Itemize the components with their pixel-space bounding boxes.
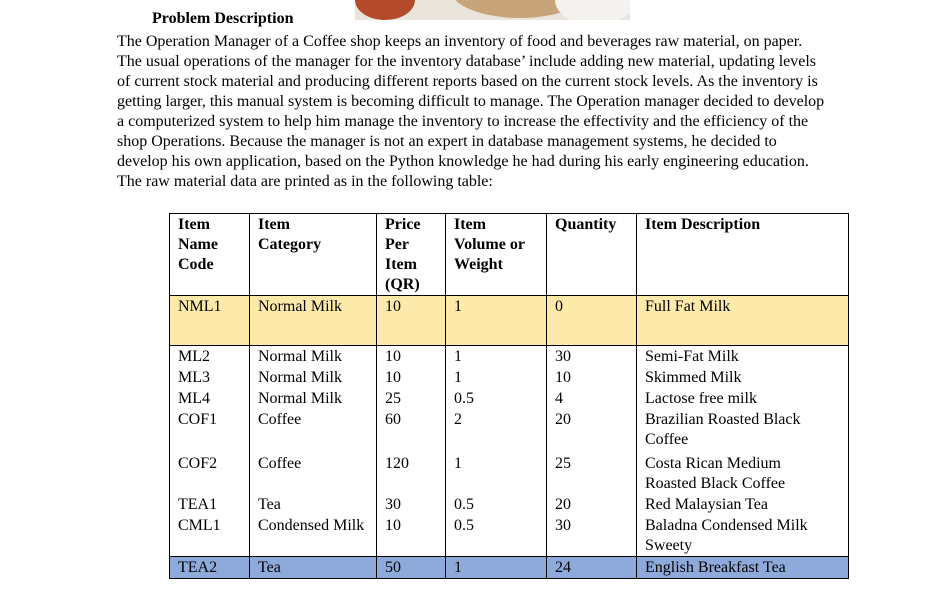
table-cell: Skimmed Milk bbox=[636, 367, 849, 388]
header-line: (QR) bbox=[385, 276, 420, 293]
header-line: Weight bbox=[454, 256, 503, 273]
table-row: TEA1 Tea 30 0.5 20 Red Malaysian Tea bbox=[169, 494, 849, 515]
table-cell: TEA1 bbox=[169, 494, 250, 515]
table-cell: 20 bbox=[546, 494, 637, 515]
table-cell: COF1 bbox=[169, 409, 250, 453]
table-row: CML1 Condensed Milk 10 0.5 30 Baladna Condens… bbox=[169, 515, 849, 557]
table-cell: 25 bbox=[376, 388, 446, 409]
header-cell: Quantity bbox=[546, 213, 637, 296]
header-line: Per bbox=[385, 236, 409, 253]
table-row: COF2 Coffee 120 1 25 Costa Rican Medium Roast… bbox=[169, 453, 849, 494]
table-cell: 0.5 bbox=[445, 515, 547, 557]
table-cell: Brazilian Roasted Black Coffee bbox=[636, 409, 849, 453]
table-cell: 10 bbox=[546, 367, 637, 388]
inventory-table: Item Name Code Item Category Price Per Item (QR)… bbox=[169, 213, 849, 579]
photo bbox=[355, 0, 630, 20]
table-cell: Lactose free milk bbox=[636, 388, 849, 409]
table-cell: 1 bbox=[445, 556, 547, 579]
paragraph-line: The Operation Manager of a Coffee shop k… bbox=[117, 33, 803, 50]
table-cell: Red Malaysian Tea bbox=[636, 494, 849, 515]
table-cell: 10 bbox=[376, 345, 446, 367]
header-cell: Item Category bbox=[249, 213, 377, 296]
table-cell: Condensed Milk bbox=[249, 515, 377, 557]
table-cell: 1 bbox=[445, 345, 547, 367]
table-cell: 2 bbox=[445, 409, 547, 453]
table-row: ML3 Normal Milk 10 1 10 Skimmed Milk bbox=[169, 367, 849, 388]
table-cell: 1 bbox=[445, 367, 547, 388]
table-cell: 10 bbox=[376, 367, 446, 388]
table-cell: Costa Rican Medium Roasted Black Coffee bbox=[636, 453, 849, 494]
paragraph-line: of current stock material and producing … bbox=[117, 73, 818, 90]
paragraph-line: The raw material data are printed as in … bbox=[117, 173, 493, 190]
table-cell: ML3 bbox=[169, 367, 250, 388]
table-cell: 4 bbox=[546, 388, 637, 409]
header-line: Code bbox=[178, 256, 214, 273]
photo-dish bbox=[555, 0, 630, 20]
header-line: Name bbox=[178, 236, 218, 253]
paragraph-line: The usual operations of the manager for … bbox=[117, 53, 817, 70]
table-cell: Baladna Condensed Milk Sweety bbox=[636, 515, 849, 557]
paragraph-line: a computerized system to help him manage… bbox=[117, 113, 809, 130]
table-cell: 30 bbox=[546, 345, 637, 367]
table-cell: ML2 bbox=[169, 345, 250, 367]
table-cell: TEA2 bbox=[169, 556, 250, 579]
table-cell: 50 bbox=[376, 556, 446, 579]
paragraph-line: develop his own application, based on th… bbox=[117, 153, 809, 170]
table-cell: Tea bbox=[249, 494, 377, 515]
table-cell: Normal Milk bbox=[249, 388, 377, 409]
table-cell: English Breakfast Tea bbox=[636, 556, 849, 579]
header-cell: Price Per Item (QR) bbox=[376, 213, 446, 296]
table-cell: Semi-Fat Milk bbox=[636, 345, 849, 367]
table-cell: Normal Milk bbox=[249, 345, 377, 367]
table-cell: Normal Milk bbox=[249, 367, 377, 388]
table-row: NML1 Normal Milk 10 1 0 Full Fat Milk bbox=[169, 295, 849, 346]
header-line: Item bbox=[178, 216, 210, 233]
header-line: Volume or bbox=[454, 236, 525, 253]
table-cell: CML1 bbox=[169, 515, 250, 557]
header-cell: Item Name Code bbox=[169, 213, 250, 296]
table-cell: Tea bbox=[249, 556, 377, 579]
table-cell: 0.5 bbox=[445, 494, 547, 515]
table-cell: 25 bbox=[546, 453, 637, 494]
header-line: Item bbox=[258, 216, 290, 233]
table-cell: NML1 bbox=[169, 295, 250, 346]
table-cell: Coffee bbox=[249, 409, 377, 453]
header-line: Quantity bbox=[555, 216, 617, 233]
table-cell: 0 bbox=[546, 295, 637, 346]
table-cell: 20 bbox=[546, 409, 637, 453]
table-cell: Full Fat Milk bbox=[636, 295, 849, 346]
header-line: Item Description bbox=[645, 216, 761, 233]
table-row: ML2 Normal Milk 10 1 30 Semi-Fat Milk bbox=[169, 345, 849, 367]
table-cell: 10 bbox=[376, 515, 446, 557]
heading: Problem Description bbox=[152, 10, 294, 27]
table-cell: 24 bbox=[546, 556, 637, 579]
table-cell: 1 bbox=[445, 453, 547, 494]
table-cell: COF2 bbox=[169, 453, 250, 494]
table-row: ML4 Normal Milk 25 0.5 4 Lactose free milk bbox=[169, 388, 849, 409]
table-row: COF1 Coffee 60 2 20 Brazilian Roasted Black C… bbox=[169, 409, 849, 453]
table-cell: 0.5 bbox=[445, 388, 547, 409]
table-cell: Normal Milk bbox=[249, 295, 377, 346]
table-cell: ML4 bbox=[169, 388, 250, 409]
table-row: TEA2 Tea 50 1 24 English Breakfast Tea bbox=[169, 556, 849, 579]
header-line: Item bbox=[454, 216, 486, 233]
paragraph-line: shop Operations. Because the manager is … bbox=[117, 133, 777, 150]
table-cell: 60 bbox=[376, 409, 446, 453]
table-cell: 30 bbox=[376, 494, 446, 515]
header-cell: Item Volume or Weight bbox=[445, 213, 547, 296]
table-cell: 1 bbox=[445, 295, 547, 346]
paragraph-line: getting larger, this manual system is be… bbox=[117, 93, 825, 110]
table-cell: 10 bbox=[376, 295, 446, 346]
header-line: Category bbox=[258, 236, 322, 253]
header-line: Item bbox=[385, 256, 417, 273]
paragraph: The Operation Manager of a Coffee shop k… bbox=[117, 32, 824, 192]
table-cell: 30 bbox=[546, 515, 637, 557]
photo-cup bbox=[355, 0, 415, 20]
header-line: Price bbox=[385, 216, 421, 233]
table-cell: Coffee bbox=[249, 453, 377, 494]
header-cell: Item Description bbox=[636, 213, 849, 296]
table-cell: 120 bbox=[376, 453, 446, 494]
